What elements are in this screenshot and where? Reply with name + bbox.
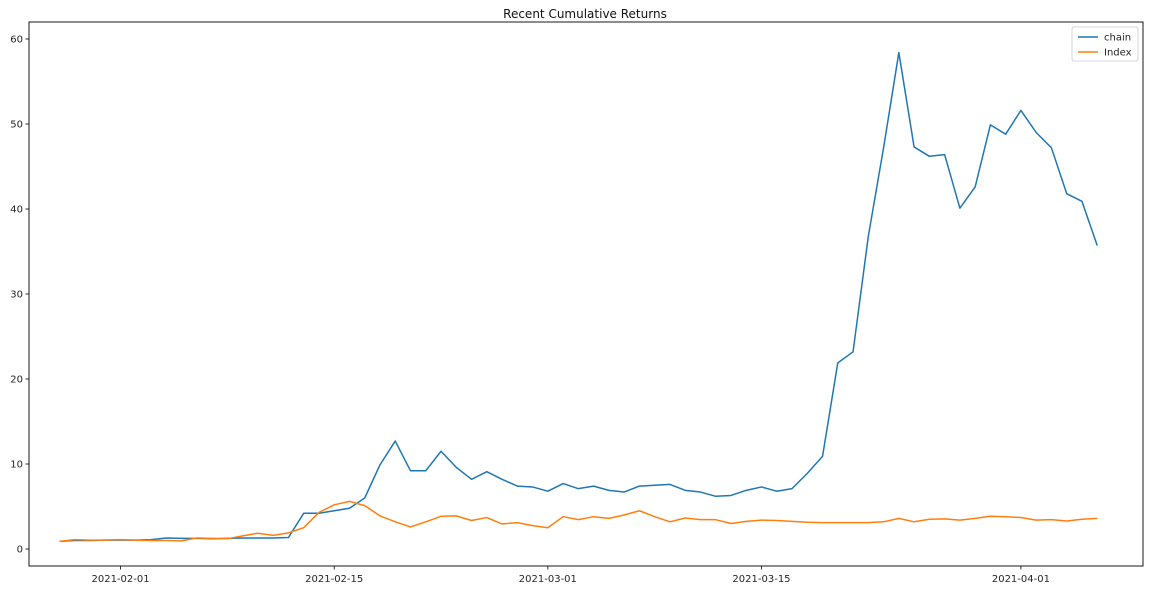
- x-tick-label: 2021-03-15: [732, 574, 790, 585]
- plot-area: [59, 51, 1098, 543]
- x-tick-label: 2021-04-01: [992, 574, 1050, 585]
- y-tick-label: 20: [10, 375, 23, 386]
- series-line-chain: [59, 51, 1098, 543]
- axis-ticks: 0 10 20 30 40 50 60 2021-02-01 2021-02-15 2021-03…: [10, 35, 1050, 586]
- y-tick-label: 40: [10, 205, 23, 216]
- y-tick-label: 50: [10, 120, 23, 131]
- y-tick-label: 60: [10, 35, 23, 46]
- legend-label-index: Index: [1104, 48, 1132, 59]
- legend-label-chain: chain: [1104, 33, 1131, 44]
- y-tick-label: 10: [10, 460, 23, 471]
- x-tick-label: 2021-03-01: [519, 574, 577, 585]
- y-tick-label: 30: [10, 290, 23, 301]
- x-tick-label: 2021-02-01: [91, 574, 149, 585]
- series-line-index: [59, 500, 1098, 543]
- chart-title: Recent Cumulative Returns: [503, 7, 667, 21]
- axes-frame: [28, 21, 1144, 567]
- legend: chain Index: [1071, 26, 1139, 62]
- y-tick-label: 0: [17, 545, 23, 556]
- x-tick-label: 2021-02-15: [305, 574, 363, 585]
